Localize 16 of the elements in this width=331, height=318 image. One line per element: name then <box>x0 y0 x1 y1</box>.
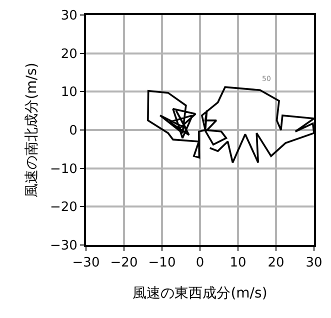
y-tick-label: −10 <box>50 162 78 177</box>
x-tick-label: 10 <box>230 256 246 271</box>
x-tick-label: 30 <box>306 256 322 271</box>
x-tick-label: −30 <box>72 256 100 271</box>
y-tick-label: 30 <box>60 8 78 24</box>
y-axis-title: 風速の南北成分(m/s) <box>24 62 40 198</box>
y-tick-label: −30 <box>50 238 78 254</box>
y-tick-label: −20 <box>50 200 78 216</box>
x-tick-label: 20 <box>268 256 284 271</box>
y-tick-label: 20 <box>60 46 78 62</box>
x-axis-title: 風速の東西成分(m/s) <box>132 285 268 302</box>
x-tick-label: 0 <box>196 256 204 271</box>
x-tick-label: −10 <box>148 256 176 271</box>
x-tick-label: −20 <box>110 256 138 271</box>
y-tick-label: 10 <box>60 85 78 100</box>
y-tick-label: 0 <box>69 124 78 139</box>
